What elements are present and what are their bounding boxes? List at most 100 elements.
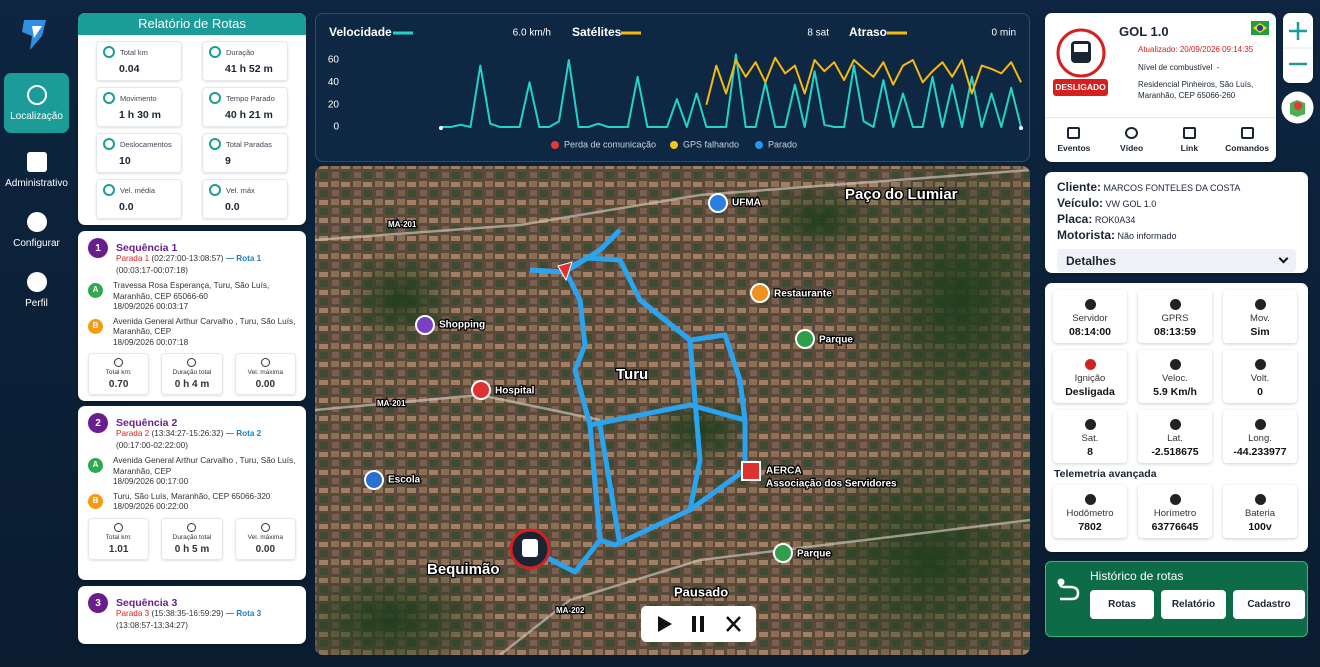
stat-card: Duração 41 h 52 m — [202, 41, 288, 81]
nav-label: Localização — [10, 110, 63, 122]
separator: — — [225, 609, 234, 618]
sequence-stat-label: Total km: — [105, 533, 132, 541]
telemetry-icon — [1084, 419, 1096, 430]
icon-shape — [840, 166, 1030, 460]
action-label: Comandos — [1225, 143, 1270, 153]
play-button[interactable] — [658, 616, 672, 632]
details-toggle[interactable]: Detalhes — [1057, 249, 1296, 272]
nav-item[interactable]: Administrativo — [4, 140, 69, 200]
history-button[interactable]: Cadastro — [1233, 590, 1305, 619]
stat-value: 0.0 — [119, 201, 134, 213]
separator: — — [225, 429, 234, 438]
stat-label-text: Total Paradas — [226, 139, 272, 149]
icon-shape — [315, 168, 1030, 242]
icon-shape — [741, 461, 761, 481]
stat-label-text: Total km — [120, 47, 148, 57]
telemetry-card: Mov. Sim — [1223, 290, 1297, 343]
telemetry-label: Mov. — [1250, 313, 1270, 324]
action-icon — [1240, 127, 1254, 139]
series-line — [441, 53, 1022, 128]
map-labels: Paço do Lumiar UFMA MA-201 Restaurante S… — [376, 185, 959, 617]
legend-label: Satélites — [572, 25, 622, 39]
icon-shape — [700, 616, 704, 632]
icon-shape — [529, 228, 622, 275]
history-title: Histórico de rotas — [1090, 569, 1184, 583]
stat-icon — [103, 138, 115, 150]
telemetry-value: 08:14:00 — [1068, 326, 1112, 338]
stat-label: Tempo Parado — [209, 92, 281, 104]
nav-item[interactable]: Configurar — [4, 200, 69, 260]
icon-shape — [641, 606, 756, 642]
details-label: Detalhes — [1066, 253, 1117, 268]
icon-shape — [522, 539, 538, 557]
updated-label: Atualizado: — [1138, 45, 1178, 54]
stat-label-text: Tempo Parado — [226, 93, 275, 103]
history-panel: Histórico de rotas Rotas Relatório Cadastr… — [1045, 561, 1308, 637]
zoom-in[interactable] — [1289, 22, 1307, 40]
icon-shape — [364, 470, 384, 490]
zoom-icons — [1283, 22, 1313, 66]
icon-shape: MA-201 — [388, 220, 417, 229]
route-label: Rota 1 — [236, 254, 262, 263]
telemetry-card: Ignição Desligada — [1053, 350, 1127, 403]
icon-shape — [638, 298, 703, 511]
sequence-stat-value: 0.70 — [108, 379, 129, 390]
telemetry-advanced-title: Telemetria avançada — [1054, 468, 1157, 480]
sequence-number: 3 — [88, 593, 108, 613]
nav-item[interactable]: Localização — [4, 73, 69, 133]
stat-card: Movimento 1 h 30 m — [96, 87, 182, 127]
icon-shape: Associação dos Servidores — [766, 479, 897, 490]
nav-icon — [26, 84, 47, 105]
icon-shape: Parque — [797, 549, 831, 560]
telemetry-icon — [1084, 299, 1096, 310]
icon-shape: Turu — [616, 366, 648, 383]
telemetry-label: Sat. — [1081, 433, 1099, 444]
point-marker: B — [88, 318, 103, 334]
telemetry-icon — [1169, 299, 1181, 310]
stat-icon — [260, 358, 270, 367]
sequence-stat-label: Duração total — [172, 369, 212, 376]
telemetry-label: Bateria — [1244, 508, 1276, 519]
map-layers-button[interactable] — [1281, 91, 1314, 124]
sequence-header: 2 Sequência 2 — [88, 413, 296, 433]
legend-label: Velocidade — [329, 25, 392, 39]
stop-label: Parada 2 — [116, 429, 150, 438]
telemetry-card: Hodômetro 7802 — [1053, 485, 1127, 538]
vehicle-address: Residencial Pinheiros, São Luís, Maranhã… — [1138, 80, 1254, 100]
sequence-stat-value: 0.00 — [255, 543, 276, 555]
route-label: Rota 3 — [236, 609, 262, 618]
pause-button[interactable] — [692, 616, 704, 632]
stop-button[interactable] — [726, 616, 741, 632]
flag — [1251, 21, 1269, 35]
telemetry-value: 8 — [1087, 446, 1093, 458]
nav-item[interactable]: Perfil — [4, 260, 69, 320]
icon-shape: Atualizado: 20/09/2026 09:14:35 — [1120, 44, 1270, 55]
sequence-stat: Duração total 0 h 5 m — [161, 517, 223, 560]
telemetry-label: Ignição — [1074, 373, 1106, 384]
action-button[interactable]: Comandos — [1218, 118, 1276, 162]
stat-icon — [187, 522, 197, 532]
status-swatch — [755, 141, 763, 149]
telemetry-icon — [1169, 419, 1181, 430]
action-button[interactable]: Vídeo — [1103, 118, 1161, 162]
icon-shape: Bequimão — [427, 561, 500, 578]
history-button[interactable]: Rotas — [1090, 590, 1154, 619]
axis-dot — [1019, 126, 1023, 130]
telemetry-value: Sim — [1250, 326, 1270, 338]
stat-value: 10 — [119, 155, 131, 167]
route-point: A Avenida General Arthur Carvalho , Turu,… — [88, 456, 296, 488]
action-button[interactable]: Link — [1161, 118, 1219, 162]
telemetry-label: GPRS — [1161, 313, 1189, 324]
icon-shape — [750, 180, 890, 260]
action-label: Link — [1180, 143, 1199, 153]
vehicle-card: DESLIGADO GOL 1.0 Atualizado: 20/09/2026… — [1045, 13, 1276, 162]
stat-label: Total km — [103, 46, 175, 58]
icon-shape: AERCA — [766, 466, 802, 477]
stat-card: Vel. máx 0.0 — [202, 179, 288, 219]
telemetry-value: Desligada — [1065, 386, 1115, 398]
stat-card: Total Paradas 9 — [202, 133, 288, 173]
telemetry-grid: Servidor 08:14:00 GPRS 08:13:59 Mov. Sim Igniç… — [1045, 283, 1308, 470]
history-button[interactable]: Relatório — [1161, 590, 1226, 619]
action-button[interactable]: Eventos — [1045, 118, 1103, 162]
